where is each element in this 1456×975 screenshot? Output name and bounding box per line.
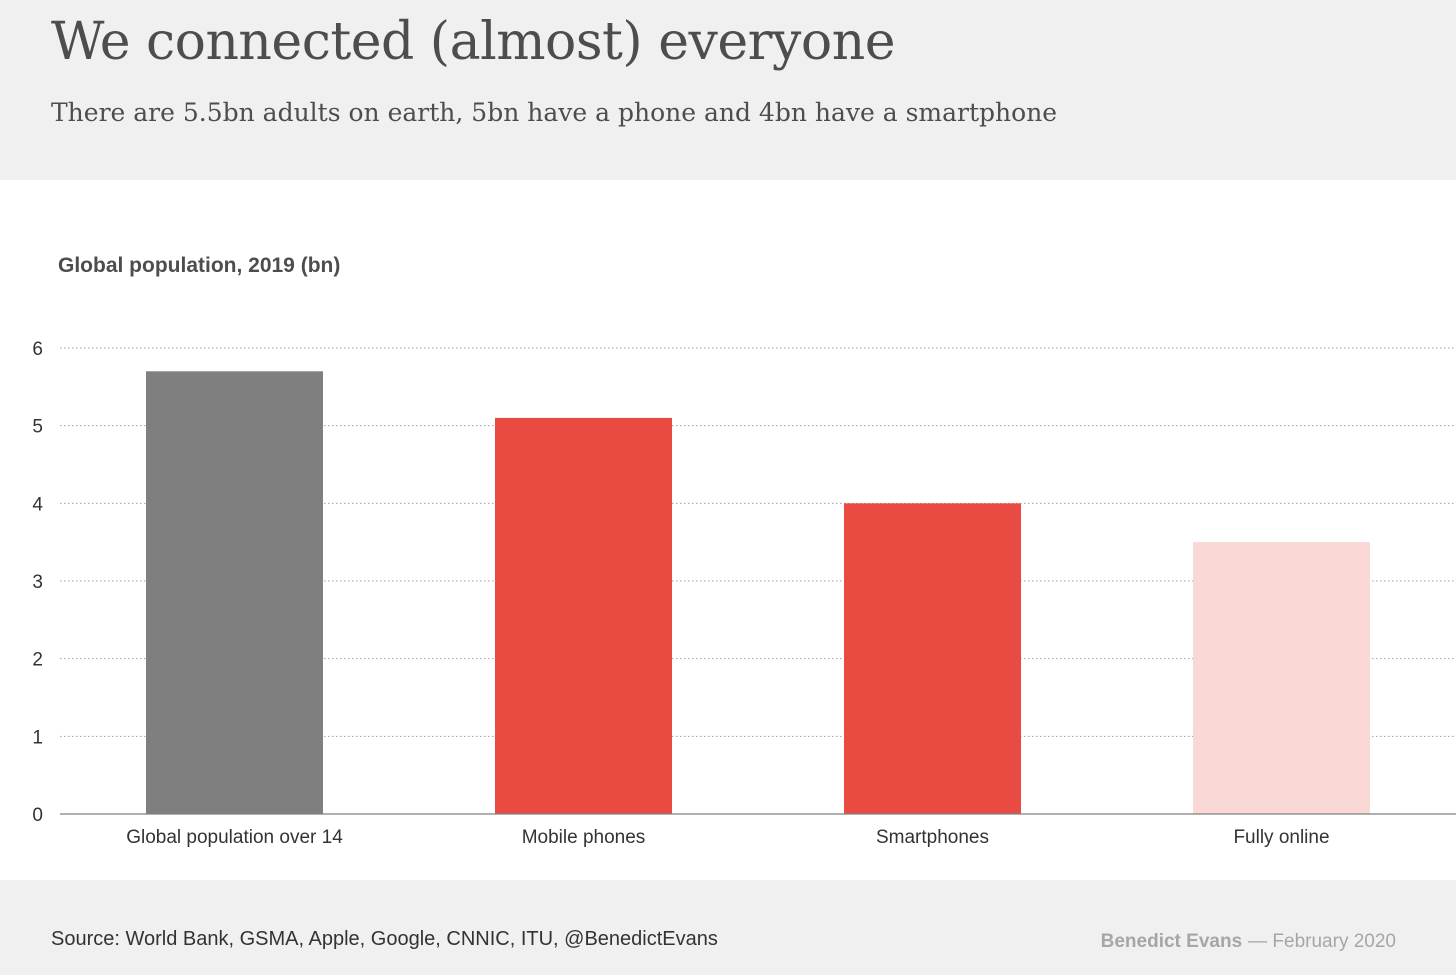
bar-chart: Global population, 2019 (bn) 0 1 2 3 4 5 6 Globa… <box>32 254 1456 848</box>
y-tick-label: 0 <box>32 805 43 826</box>
credit: Benedict Evans — February 2020 <box>1101 931 1396 953</box>
author-name: Benedict Evans <box>1100 931 1243 952</box>
bar <box>146 371 323 814</box>
page-title: We connected (almost) everyone <box>51 12 895 72</box>
y-tick-label: 2 <box>32 650 43 671</box>
bar <box>495 417 672 814</box>
bar <box>1193 542 1370 814</box>
y-tick-label: 1 <box>32 727 43 748</box>
page-subtitle: There are 5.5bn adults on earth, 5bn hav… <box>51 98 1058 127</box>
x-tick-label: Global population over 14 <box>126 827 343 848</box>
y-tick-label: 4 <box>32 494 43 515</box>
y-tick-label: 6 <box>32 339 43 360</box>
x-tick-label: Smartphones <box>876 827 989 848</box>
x-tick-label: Fully online <box>1233 827 1329 848</box>
publish-date: — February 2020 <box>1248 931 1396 952</box>
y-tick-label: 3 <box>32 572 43 593</box>
chart-title: Global population, 2019 (bn) <box>58 254 340 277</box>
source-note: Source: World Bank, GSMA, Apple, Google,… <box>51 928 718 950</box>
footer-band: Source: World Bank, GSMA, Apple, Google,… <box>0 880 1456 975</box>
bar <box>844 503 1021 814</box>
y-tick-label: 5 <box>32 417 43 438</box>
x-tick-label: Mobile phones <box>522 827 646 848</box>
chart-area: Global population, 2019 (bn) 0 1 2 3 4 5 6 Globa… <box>0 180 1456 880</box>
header-band: We connected (almost) everyone There are… <box>0 0 1456 180</box>
